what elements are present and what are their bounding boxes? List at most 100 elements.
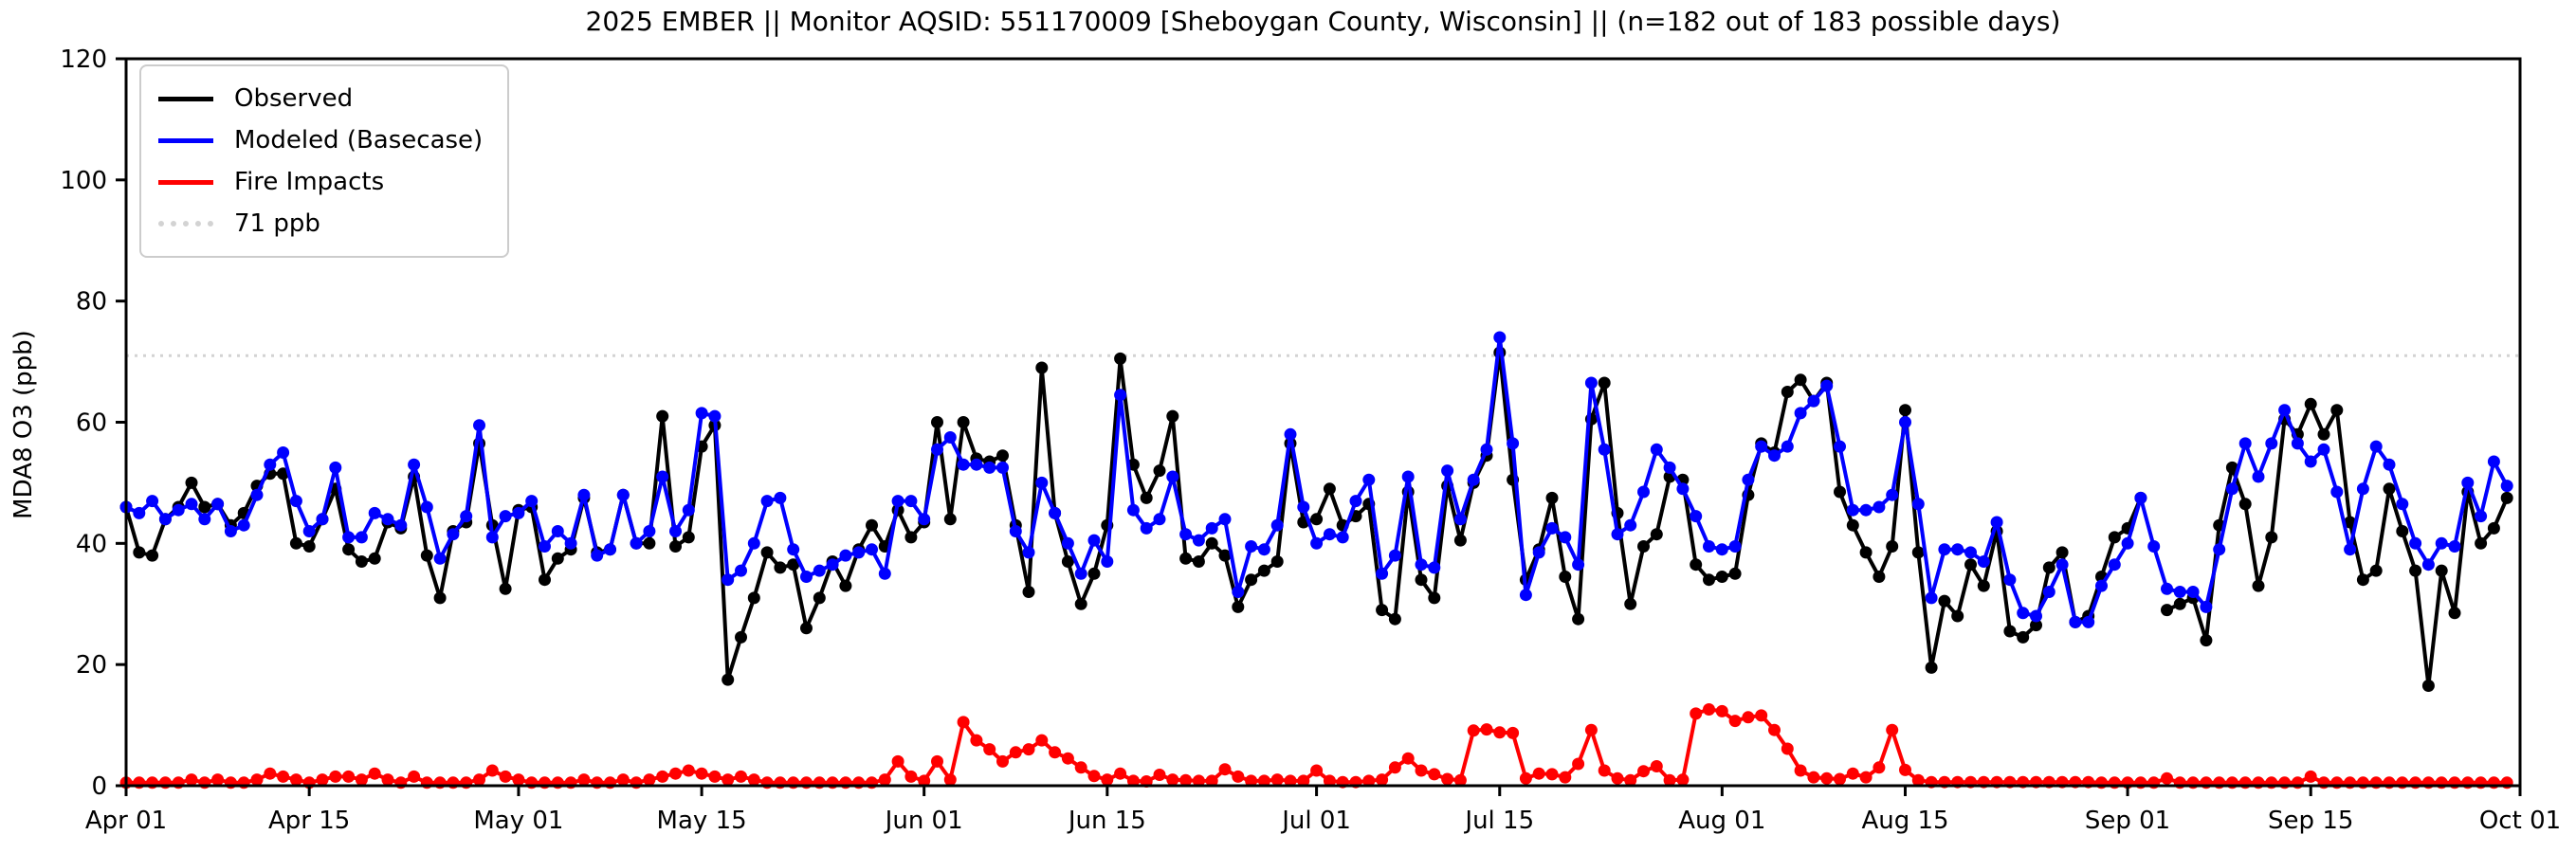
- modeled-basecase--point: [485, 531, 499, 544]
- observed-point: [2225, 461, 2238, 474]
- observed-point: [722, 673, 735, 686]
- modeled-basecase--point: [289, 495, 302, 508]
- observed-point: [1114, 352, 1127, 365]
- fire-impacts-point: [1376, 773, 1389, 787]
- x-tick-label: Jun 15: [1067, 807, 1146, 835]
- fire-impacts-point: [1820, 771, 1834, 785]
- fire-impacts-point: [1415, 764, 1428, 777]
- observed-point: [355, 555, 368, 568]
- modeled-basecase--point: [708, 409, 722, 423]
- observed-point: [1270, 555, 1284, 568]
- x-tick-label: Oct 01: [2479, 807, 2561, 835]
- modeled-basecase--point: [1453, 513, 1467, 526]
- modeled-basecase--point: [1349, 495, 1362, 508]
- modeled-basecase--point: [1938, 543, 1951, 556]
- fire-impacts-point: [1690, 707, 1703, 720]
- observed-point: [2487, 521, 2500, 535]
- modeled-basecase--point: [722, 573, 735, 587]
- modeled-basecase--point: [1205, 521, 1218, 535]
- modeled-basecase--point: [408, 458, 421, 471]
- fire-impacts-point: [643, 773, 656, 787]
- fire-impacts-point: [735, 770, 747, 783]
- legend-line-swatch: [158, 221, 213, 227]
- modeled-basecase--point: [342, 531, 356, 544]
- fire-impacts-point: [1009, 746, 1022, 759]
- modeled-basecase--point: [1611, 528, 1624, 541]
- fire-impacts-point: [918, 774, 931, 788]
- modeled-basecase--point: [2147, 540, 2161, 553]
- modeled-basecase--point: [957, 458, 970, 471]
- fire-impacts-point: [1114, 767, 1127, 780]
- observed-point: [2409, 564, 2422, 577]
- modeled-basecase--point: [2134, 491, 2147, 504]
- fire-impacts-point: [1022, 743, 1035, 756]
- observed-point: [643, 536, 656, 550]
- observed-point: [1899, 404, 1911, 417]
- modeled-basecase--point: [2291, 437, 2304, 450]
- fire-impacts-point: [1807, 771, 1820, 784]
- observed-point: [669, 540, 682, 553]
- modeled-basecase--point: [2030, 609, 2042, 623]
- fire-impacts-point: [1584, 723, 1598, 736]
- modeled-basecase--point: [1140, 521, 1153, 535]
- x-tick-label: Apr 01: [85, 807, 167, 835]
- fire-impacts-point: [1192, 774, 1205, 788]
- fire-impacts-point: [1611, 771, 1624, 785]
- observed-point: [1781, 386, 1794, 398]
- modeled-basecase--point: [1781, 440, 1794, 453]
- fire-impacts-point: [1467, 724, 1480, 737]
- fire-impacts-point: [368, 767, 381, 780]
- fire-impacts-point: [1401, 752, 1415, 765]
- observed-point: [1192, 555, 1205, 568]
- modeled-basecase--point: [264, 458, 277, 471]
- modeled-basecase--point: [839, 549, 852, 562]
- fire-impacts-point: [682, 764, 695, 777]
- fire-impacts-point: [931, 754, 943, 768]
- modeled-basecase--point: [1101, 555, 1114, 568]
- modeled-basecase--point: [2161, 582, 2173, 595]
- fire-impacts-point: [355, 773, 368, 787]
- fire-impacts-point: [891, 754, 904, 768]
- fire-impacts-point: [616, 773, 630, 787]
- fire-impacts-point: [1166, 773, 1179, 787]
- modeled-basecase--point: [787, 543, 800, 556]
- modeled-basecase--point: [2003, 573, 2017, 587]
- fire-impacts-point: [1101, 773, 1114, 787]
- modeled-basecase--point: [2238, 437, 2252, 450]
- observed-point: [1846, 518, 1859, 532]
- modeled-basecase--point: [1834, 440, 1846, 453]
- modeled-basecase--point: [1467, 473, 1480, 486]
- observed-point: [2030, 619, 2042, 632]
- observed-point: [760, 546, 774, 559]
- observed-point: [1428, 591, 1441, 605]
- fire-impacts-point: [1624, 773, 1637, 787]
- modeled-basecase--point: [1598, 443, 1611, 456]
- modeled-basecase--point: [2069, 615, 2082, 628]
- observed-point: [539, 573, 551, 587]
- x-tick-label: Aug 01: [1678, 807, 1765, 835]
- modeled-basecase--point: [1794, 407, 1807, 420]
- observed-point: [289, 536, 302, 550]
- modeled-basecase--point: [185, 498, 198, 511]
- modeled-basecase--point: [2278, 404, 2292, 417]
- observed-point: [1453, 534, 1467, 547]
- fire-impacts-point: [1074, 761, 1087, 774]
- fire-impacts-point: [185, 773, 198, 787]
- fire-impacts-point: [1834, 772, 1846, 786]
- modeled-basecase--point: [2421, 558, 2435, 572]
- modeled-basecase--point: [539, 540, 551, 553]
- observed-point: [1232, 600, 1245, 613]
- modeled-basecase--point: [1284, 427, 1297, 441]
- modeled-basecase--point: [1886, 488, 1899, 501]
- fire-impacts-point: [1598, 764, 1611, 777]
- fire-impacts-point: [1676, 773, 1690, 787]
- observed-point: [1559, 571, 1572, 583]
- modeled-basecase--point: [2200, 600, 2213, 613]
- observed-point: [2265, 531, 2278, 544]
- observed-point: [1310, 513, 1324, 526]
- fire-impacts-point: [1428, 768, 1441, 781]
- fire-impacts-point: [1493, 726, 1507, 739]
- modeled-basecase--point: [2317, 443, 2330, 456]
- observed-point: [2173, 597, 2186, 610]
- modeled-basecase--point: [2173, 586, 2186, 598]
